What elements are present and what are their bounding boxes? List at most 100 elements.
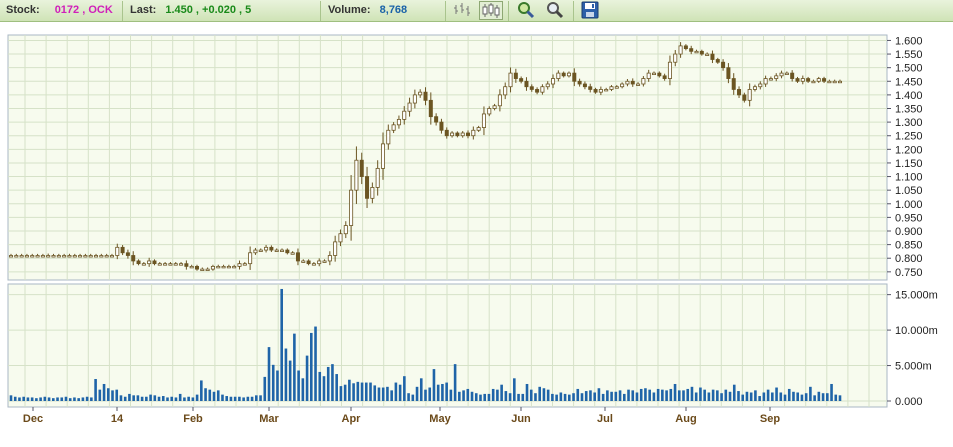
candle-body <box>274 249 279 252</box>
candle-body <box>614 86 619 89</box>
chart-area: 1.600 1.550 1.500 1.450 1.400 1.350 1.300 1.250… <box>0 22 953 442</box>
zoom-in-icon[interactable] <box>516 1 536 20</box>
volume-bar <box>491 388 495 401</box>
volume-bar <box>716 390 719 401</box>
volume-bar <box>51 398 55 401</box>
candle-body <box>30 255 35 258</box>
volume-bar <box>470 391 474 401</box>
price-tick-label: 0.950 <box>895 212 923 224</box>
volume-bar <box>618 390 622 401</box>
price-tick-label: 1.350 <box>895 104 923 116</box>
candle-body <box>752 86 757 90</box>
volume-bar <box>364 382 368 401</box>
volume-bar <box>204 388 207 401</box>
volume-bar <box>728 391 732 401</box>
candle-body <box>237 263 242 267</box>
zoom-out-icon[interactable] <box>545 1 565 20</box>
volume-bar <box>627 389 630 401</box>
volume-bar <box>271 364 275 401</box>
volume-bar <box>326 366 330 401</box>
candle-body <box>444 129 449 137</box>
candle-body <box>216 265 221 269</box>
candle-body <box>83 255 88 258</box>
candle-body <box>582 83 587 88</box>
candle-body <box>62 255 67 258</box>
candle-body <box>466 132 471 137</box>
volume-bar <box>356 381 360 401</box>
candle-body <box>285 249 290 254</box>
x-tick-label: Mar <box>259 413 279 425</box>
save-icon[interactable] <box>581 1 601 20</box>
last-value: 1.450 , +0.020 , 5 <box>165 4 252 16</box>
toolbar-divider <box>508 1 509 21</box>
volume-bar <box>669 388 673 401</box>
candle-body <box>412 94 417 104</box>
volume-tick-label: 15.000m <box>895 290 938 302</box>
candle-body <box>232 265 237 269</box>
volume-bar <box>263 376 267 401</box>
candlestick-icon[interactable] <box>479 1 503 20</box>
candle-body <box>646 72 651 79</box>
candle-body <box>184 263 189 267</box>
candle-body <box>147 260 152 265</box>
volume-bar <box>216 390 220 401</box>
volume-bar <box>310 332 313 401</box>
candle-body <box>35 255 40 258</box>
volume-bar <box>711 389 715 401</box>
candle-body <box>652 72 657 76</box>
volume-bar <box>377 387 381 401</box>
volume-bar <box>56 397 59 401</box>
candle-body <box>248 252 253 265</box>
toolbar-divider <box>122 1 123 21</box>
candle-body <box>163 263 168 266</box>
volume-bar <box>576 388 580 401</box>
candle-body <box>683 45 688 50</box>
candle-body <box>471 129 476 137</box>
volume-bar <box>246 396 250 401</box>
volume-bar <box>322 376 326 401</box>
candle-body <box>94 255 99 258</box>
candle-body <box>311 263 316 266</box>
candle-body <box>194 265 199 270</box>
price-tick-label: 1.500 <box>895 63 923 75</box>
candle-body <box>24 255 29 258</box>
candle-body <box>731 78 736 90</box>
candle-body <box>535 89 540 93</box>
candle-body <box>481 113 486 128</box>
volume-bar <box>593 392 596 401</box>
volume-bar <box>221 394 224 401</box>
volume-bar <box>749 392 753 401</box>
volume-bar <box>305 355 309 401</box>
volume-bar <box>381 387 385 401</box>
volume-bar <box>466 388 470 401</box>
volume-bar <box>68 398 72 401</box>
candle-body <box>667 61 672 79</box>
volume-bar <box>597 388 601 401</box>
candle-body <box>561 72 566 77</box>
candle-body <box>402 110 407 120</box>
candle-body <box>588 86 593 90</box>
volume-bar <box>458 391 461 401</box>
volume-bar <box>504 391 508 401</box>
candle-body <box>699 50 704 55</box>
volume-info: Volume: 8,768 <box>328 0 407 22</box>
price-tick-label: 1.050 <box>895 185 923 197</box>
volume-bar <box>580 393 584 401</box>
line-chart-icon[interactable] <box>453 1 473 20</box>
volume-bar <box>677 390 681 401</box>
candle-body <box>375 167 380 188</box>
candle-body <box>19 255 24 258</box>
volume-bar <box>301 378 305 401</box>
volume-bar <box>407 393 410 401</box>
volume-bar <box>403 376 406 401</box>
candle-body <box>434 116 439 123</box>
candle-body <box>726 67 731 79</box>
volume-bar <box>787 388 791 401</box>
volume-bar <box>428 387 432 401</box>
volume-bar <box>686 388 690 401</box>
volume-bar <box>98 389 102 401</box>
volume-bar <box>195 394 199 401</box>
x-tick-label: Dec <box>23 413 43 425</box>
volume-bar <box>136 395 140 401</box>
volume-bar <box>766 389 770 401</box>
